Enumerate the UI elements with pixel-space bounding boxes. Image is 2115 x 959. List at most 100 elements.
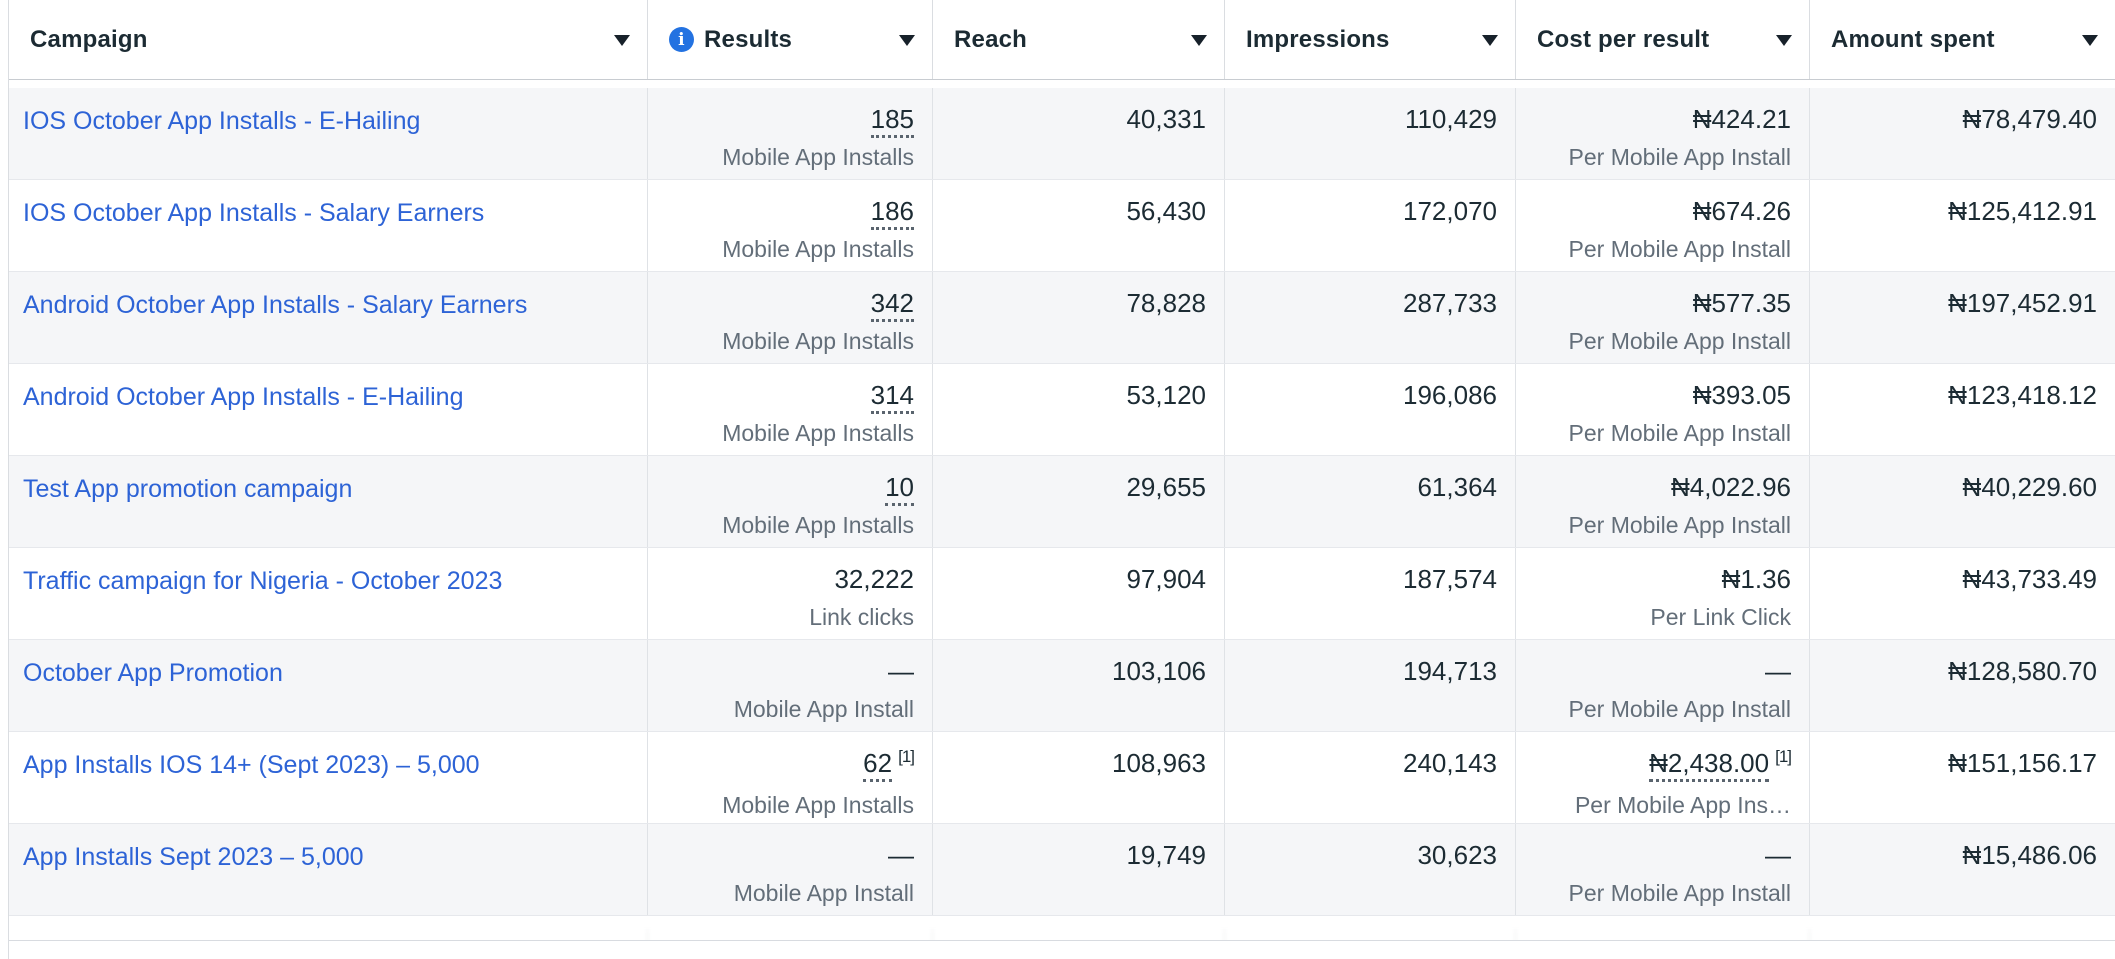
impressions-value: 61,364 xyxy=(1417,472,1497,502)
campaign-cell: Android October App Installs - Salary Ea… xyxy=(9,272,648,363)
cost-per-result-number[interactable]: ₦2,438.00 xyxy=(1649,748,1770,782)
reach-cell: 97,904 xyxy=(933,548,1225,639)
impressions-cell: 172,070 xyxy=(1225,180,1516,271)
cost-per-result-cell: ₦674.26 Per Mobile App Install xyxy=(1516,180,1810,271)
info-icon[interactable]: i xyxy=(669,27,694,52)
reach-cell: 40,331 xyxy=(933,88,1225,179)
amount-spent-cell: ₦151,156.17 xyxy=(1810,732,2115,823)
results-number[interactable]: 10 xyxy=(885,472,914,506)
cost-per-result-cell: ₦393.05 Per Mobile App Install xyxy=(1516,364,1810,455)
amount-spent-cell: ₦40,229.60 xyxy=(1810,456,2115,547)
impressions-cell: 110,429 xyxy=(1225,88,1516,179)
campaign-cell: October App Promotion xyxy=(9,640,648,731)
campaign-link[interactable]: October App Promotion xyxy=(23,659,283,687)
amount-spent-value: ₦151,156.17 xyxy=(1948,748,2097,778)
results-label: Mobile App Installs xyxy=(722,144,914,170)
reach-cell: 78,828 xyxy=(933,272,1225,363)
cost-per-result-cell: ₦4,022.96 Per Mobile App Install xyxy=(1516,456,1810,547)
campaign-cell: IOS October App Installs - E-Hailing xyxy=(9,88,648,179)
campaign-cell: App Installs October 2023 (Sept 2023) – … xyxy=(9,929,648,940)
reach-cell: 108,963 xyxy=(933,732,1225,823)
campaign-link[interactable]: App Installs IOS 14+ (Sept 2023) – 5,000 xyxy=(23,751,480,779)
impressions-value: 110,429 xyxy=(1404,104,1497,134)
results-number[interactable]: 186 xyxy=(870,196,914,230)
amount-spent-value: ₦197,452.91 xyxy=(1948,288,2097,318)
cost-per-result-cell: ₦424.21 Per Mobile App Install xyxy=(1516,88,1810,179)
footnote-marker: [1] xyxy=(898,938,914,940)
cost-per-result-number: ₦1.36 xyxy=(1721,564,1791,594)
amount-spent-value: ₦128,580.70 xyxy=(1948,656,2097,686)
results-number[interactable]: 342 xyxy=(870,288,914,322)
campaign-link[interactable]: Traffic campaign for Nigeria - October 2… xyxy=(23,567,503,595)
chevron-down-icon[interactable] xyxy=(614,34,630,46)
results-cell: — Mobile App Install xyxy=(648,640,933,731)
column-header-results[interactable]: i Results xyxy=(648,0,933,79)
amount-spent-cell: ₦125,412.91 xyxy=(1810,180,2115,271)
results-number[interactable]: 185 xyxy=(870,104,914,138)
amount-spent-value: ₦78,479.40 xyxy=(1962,104,2097,134)
chevron-down-icon[interactable] xyxy=(1482,34,1498,46)
cost-per-result-number: — xyxy=(1765,656,1791,686)
column-header-reach[interactable]: Reach xyxy=(933,0,1225,79)
campaign-cell: Android October App Installs - E-Hailing xyxy=(9,364,648,455)
column-header-campaign[interactable]: Campaign xyxy=(9,0,648,79)
column-header-cost-per-result[interactable]: Cost per result xyxy=(1516,0,1810,79)
results-number[interactable]: 314 xyxy=(870,380,914,414)
amount-spent-value: ₦43,733.49 xyxy=(1962,564,2097,594)
cost-per-result-label: Per Mobile App Install xyxy=(1568,144,1791,170)
column-header-amount-spent[interactable]: Amount spent xyxy=(1810,0,2115,79)
results-value: 32,222 xyxy=(648,563,914,595)
chevron-down-icon[interactable] xyxy=(1776,34,1792,46)
impressions-value: 194,713 xyxy=(1403,656,1497,686)
column-header-label: Cost per result xyxy=(1537,25,1710,53)
results-number[interactable]: 62 xyxy=(863,748,893,782)
results-label: Mobile App Install xyxy=(733,696,914,722)
results-cell: 314 Mobile App Installs xyxy=(648,364,933,455)
reach-cell: 103,106 xyxy=(933,640,1225,731)
amount-spent-value: ₦40,229.60 xyxy=(1962,472,2097,502)
campaign-link[interactable]: Test App promotion campaign xyxy=(23,475,353,503)
impressions-value: 187,574 xyxy=(1403,564,1497,594)
cost-per-result-value: — xyxy=(1516,839,1791,871)
footnote-marker: [1] xyxy=(1775,747,1792,766)
campaign-cell: Test App promotion campaign xyxy=(9,456,648,547)
impressions-cell: 187,574 xyxy=(1225,548,1516,639)
results-value: — xyxy=(648,839,914,871)
cost-per-result-value: ₦4,022.96 xyxy=(1516,471,1791,503)
impressions-value: 30,623 xyxy=(1417,840,1497,870)
amount-spent-value: ₦125,412.91 xyxy=(1948,196,2097,226)
column-header-impressions[interactable]: Impressions xyxy=(1225,0,1516,79)
reach-value: 108,963 xyxy=(1112,748,1206,778)
reach-value: 97,904 xyxy=(1126,564,1206,594)
footnote-marker: [1] xyxy=(1775,938,1791,940)
reach-value: 19,749 xyxy=(1126,840,1206,870)
chevron-down-icon[interactable] xyxy=(2082,34,2098,46)
cost-per-result-number: ₦674.26 xyxy=(1692,196,1791,226)
impressions-value: 172,070 xyxy=(1403,196,1497,226)
table-body: IOS October App Installs - E-Hailing 185 M… xyxy=(9,88,2115,916)
cost-per-result-value: — xyxy=(1516,655,1791,687)
results-label: Mobile App Installs xyxy=(722,512,914,538)
campaign-cell: Traffic campaign for Nigeria - October 2… xyxy=(9,548,648,639)
table-row: App Installs Sept 2023 – 5,000 — Mobile Ap… xyxy=(9,824,2115,916)
chevron-down-icon[interactable] xyxy=(1191,34,1207,46)
cost-per-result-label: Per Mobile App Install xyxy=(1568,420,1791,446)
results-number: — xyxy=(888,656,914,686)
results-label: Mobile App Installs xyxy=(722,236,914,262)
campaign-link[interactable]: Android October App Installs - Salary Ea… xyxy=(23,291,528,319)
impressions-cell: 196,086 xyxy=(1225,364,1516,455)
campaign-link[interactable]: Android October App Installs - E-Hailing xyxy=(23,383,464,411)
reach-value: 53,120 xyxy=(1126,380,1206,410)
campaign-cell: IOS October App Installs - Salary Earner… xyxy=(9,180,648,271)
campaign-link[interactable]: IOS October App Installs - Salary Earner… xyxy=(23,199,485,227)
table-row: Test App promotion campaign 10 Mobile App … xyxy=(9,456,2115,548)
campaign-link[interactable]: App Installs Sept 2023 – 5,000 xyxy=(23,843,364,871)
campaign-link[interactable]: IOS October App Installs - E-Hailing xyxy=(23,107,421,135)
chevron-down-icon[interactable] xyxy=(899,34,915,46)
table-row: App Installs IOS 14+ (Sept 2023) – 5,000… xyxy=(9,732,2115,824)
results-label: Mobile App Install xyxy=(733,880,914,906)
results-cell: 342 Mobile App Installs xyxy=(648,272,933,363)
reach-cell: 19,749 xyxy=(933,824,1225,915)
cost-per-result-value: ₦393.05 xyxy=(1516,379,1791,411)
campaigns-table: Campaign i Results Reach Impressions Cost per… xyxy=(8,0,2115,959)
